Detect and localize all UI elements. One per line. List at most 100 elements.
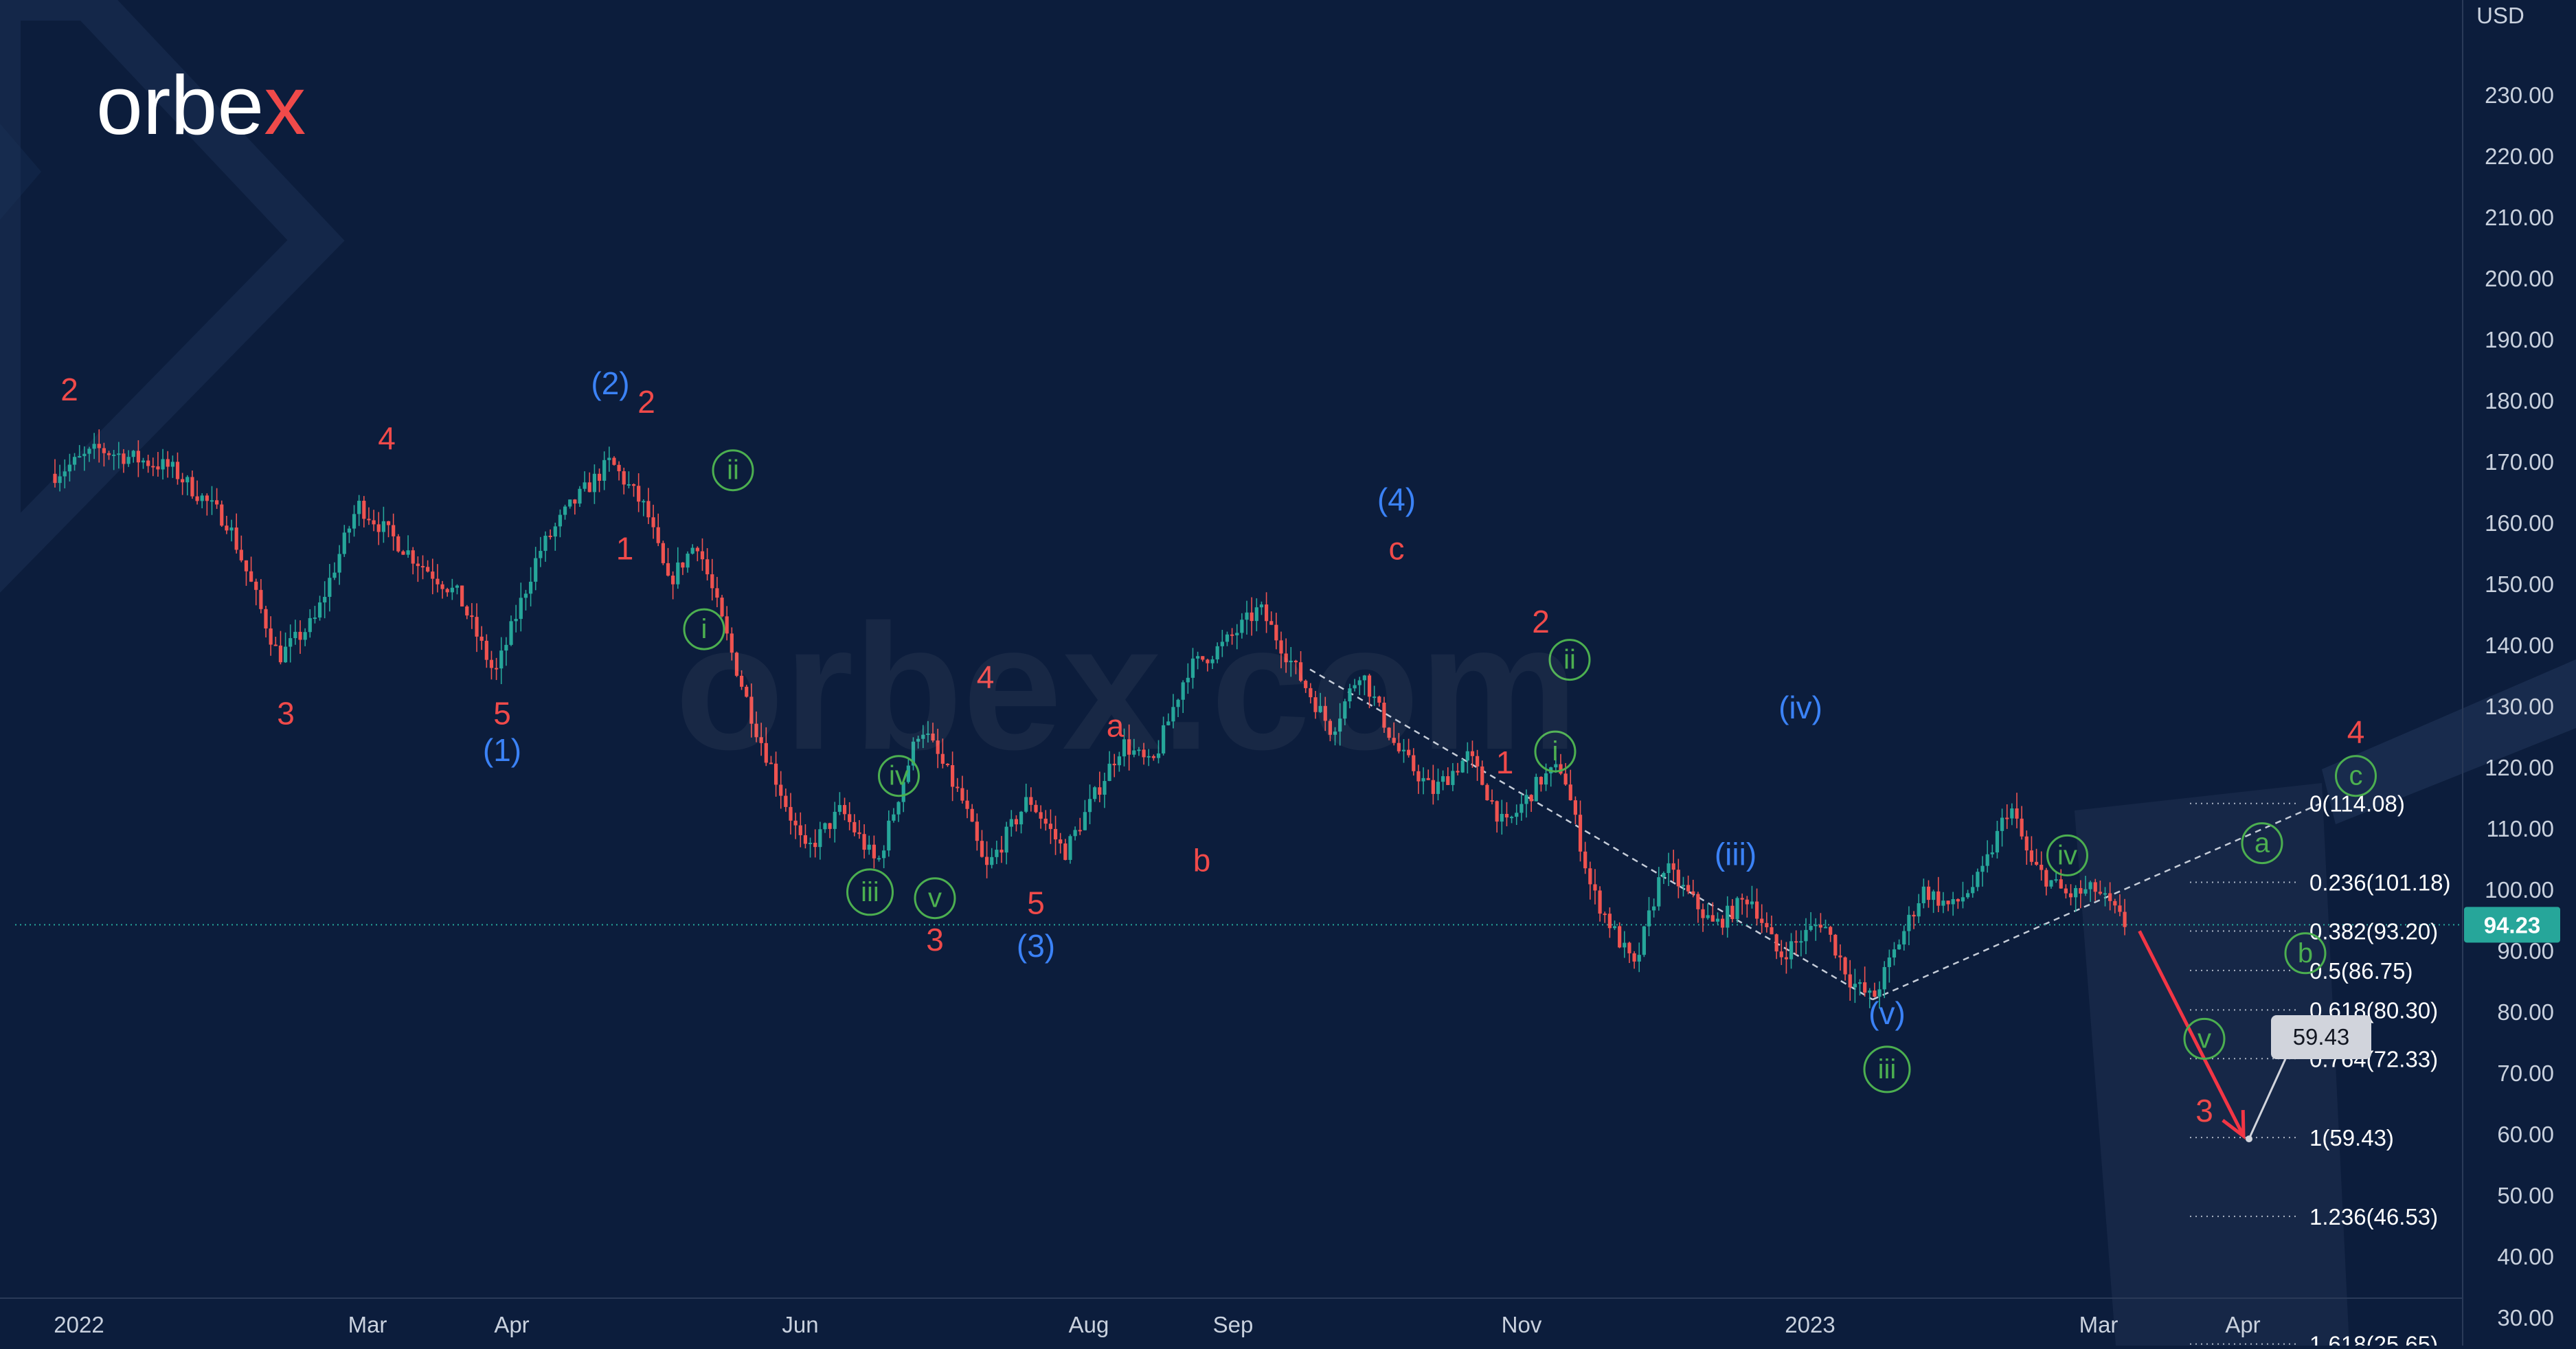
candle-body	[259, 589, 263, 609]
candle-body	[730, 633, 734, 653]
current-price-tag	[2464, 907, 2560, 943]
candle-body	[249, 571, 253, 582]
candle-body	[1181, 682, 1185, 700]
candle-body	[146, 460, 150, 466]
candle-body	[985, 857, 989, 865]
candle-body	[1235, 633, 1239, 635]
wave-label-ring	[1534, 730, 1577, 773]
candle-body	[1103, 781, 1107, 795]
wave-label-ring	[683, 608, 725, 650]
candle-body	[352, 514, 357, 529]
price-axis[interactable]: USD 230.00 220.00 210.00 200.00 190.00 180.00 1…	[2462, 0, 2560, 1346]
candle-body	[1034, 804, 1038, 813]
candle-body	[420, 566, 425, 568]
candle-body	[106, 453, 111, 455]
candle-body	[1951, 898, 1955, 905]
candle-body	[1298, 662, 1303, 681]
candle-body	[1941, 900, 1945, 906]
candle-body	[303, 632, 307, 640]
candle-body	[882, 850, 886, 859]
wave-label-ring	[2046, 834, 2088, 876]
wave-label-text: i	[701, 614, 708, 644]
candle-body	[1004, 826, 1008, 853]
candle-body	[945, 763, 950, 765]
candle-body	[1348, 688, 1352, 702]
candle-body	[1740, 898, 1744, 900]
candle-body	[1289, 660, 1293, 663]
wave-label-text: c	[1389, 530, 1405, 566]
candlestick-series	[53, 429, 2127, 1009]
candle-body	[195, 496, 199, 501]
candle-body	[2059, 879, 2063, 889]
candle-body	[661, 543, 665, 563]
candle-body	[264, 609, 268, 628]
candle-body	[185, 477, 190, 483]
candle-body	[769, 762, 773, 764]
candle-body	[2005, 817, 2009, 819]
candle-body	[1485, 784, 1489, 801]
y-tick-label: 80.00	[2497, 999, 2554, 1025]
wave-label-red-18: b	[1193, 842, 1211, 878]
wave-label-text: 3	[926, 922, 944, 957]
wave-label-green-13: iii	[846, 868, 894, 916]
candle-body	[970, 808, 974, 822]
y-tick-label: 110.00	[2487, 816, 2554, 841]
wave-label-green-30: a	[2241, 822, 2283, 865]
candle-body	[1087, 799, 1092, 813]
wave-label-red-2: 4	[378, 420, 396, 456]
wave-label-text: (iv)	[1778, 690, 1822, 725]
wave-label-red-21: 2	[1532, 604, 1550, 639]
projection-arrow-head	[2222, 1110, 2246, 1140]
wave-label-text: 1	[616, 530, 634, 566]
candle-body	[431, 571, 435, 579]
wave-label-blue-17: (3)	[1017, 928, 1055, 964]
candle-body	[372, 520, 376, 525]
candle-body	[1784, 957, 1789, 960]
candle-body	[813, 842, 817, 848]
candle-body	[1627, 942, 1631, 953]
candle-body	[92, 444, 96, 449]
candle-body	[1367, 675, 1372, 697]
wave-label-text: a	[2255, 828, 2270, 859]
wave-label-text: iii	[1878, 1054, 1897, 1085]
candle-body	[1936, 891, 1941, 906]
candle-body	[1225, 634, 1230, 642]
candle-body	[1662, 873, 1666, 878]
candle-body	[690, 547, 694, 554]
candle-body	[386, 521, 391, 525]
candle-body	[1573, 800, 1577, 815]
wave-label-red-0: 2	[60, 372, 78, 407]
candle-body	[1882, 966, 1886, 990]
y-tick-label: 230.00	[2485, 82, 2554, 108]
candle-body	[1446, 776, 1450, 785]
candle-body	[1966, 893, 1970, 898]
candle-body	[1259, 604, 1264, 608]
candle-body	[1735, 898, 1739, 920]
candle-body	[1465, 751, 1469, 761]
candle-body	[528, 581, 533, 594]
candle-body	[1176, 699, 1180, 707]
candle-body	[1671, 863, 1675, 870]
candle-body	[828, 823, 832, 829]
candle-body	[1642, 926, 1646, 955]
candle-body	[676, 562, 680, 585]
watermark-text: orbex.com	[675, 588, 1579, 787]
candle-body	[1853, 984, 1857, 988]
wave-label-blue-26: (iii)	[1715, 836, 1756, 872]
y-tick-label: 120.00	[2485, 755, 2554, 780]
candle-body	[710, 574, 714, 589]
candle-body	[705, 559, 710, 575]
candle-body	[759, 737, 763, 743]
wave-label-text: (2)	[591, 365, 629, 401]
time-axis[interactable]: 2022 Mar Apr Jun Aug Sep Nov 2023 Mar Apr	[0, 1297, 2463, 1337]
candle-body	[151, 466, 155, 468]
candle-body	[495, 668, 499, 670]
candle-body	[1809, 926, 1813, 930]
candle-body	[1524, 795, 1528, 804]
wave-label-ring	[2284, 932, 2327, 975]
candle-body	[1652, 906, 1656, 911]
x-tick-label: Sep	[1213, 1312, 1254, 1337]
current-price-text: 94.23	[2484, 912, 2541, 938]
candle-body	[1426, 778, 1430, 780]
